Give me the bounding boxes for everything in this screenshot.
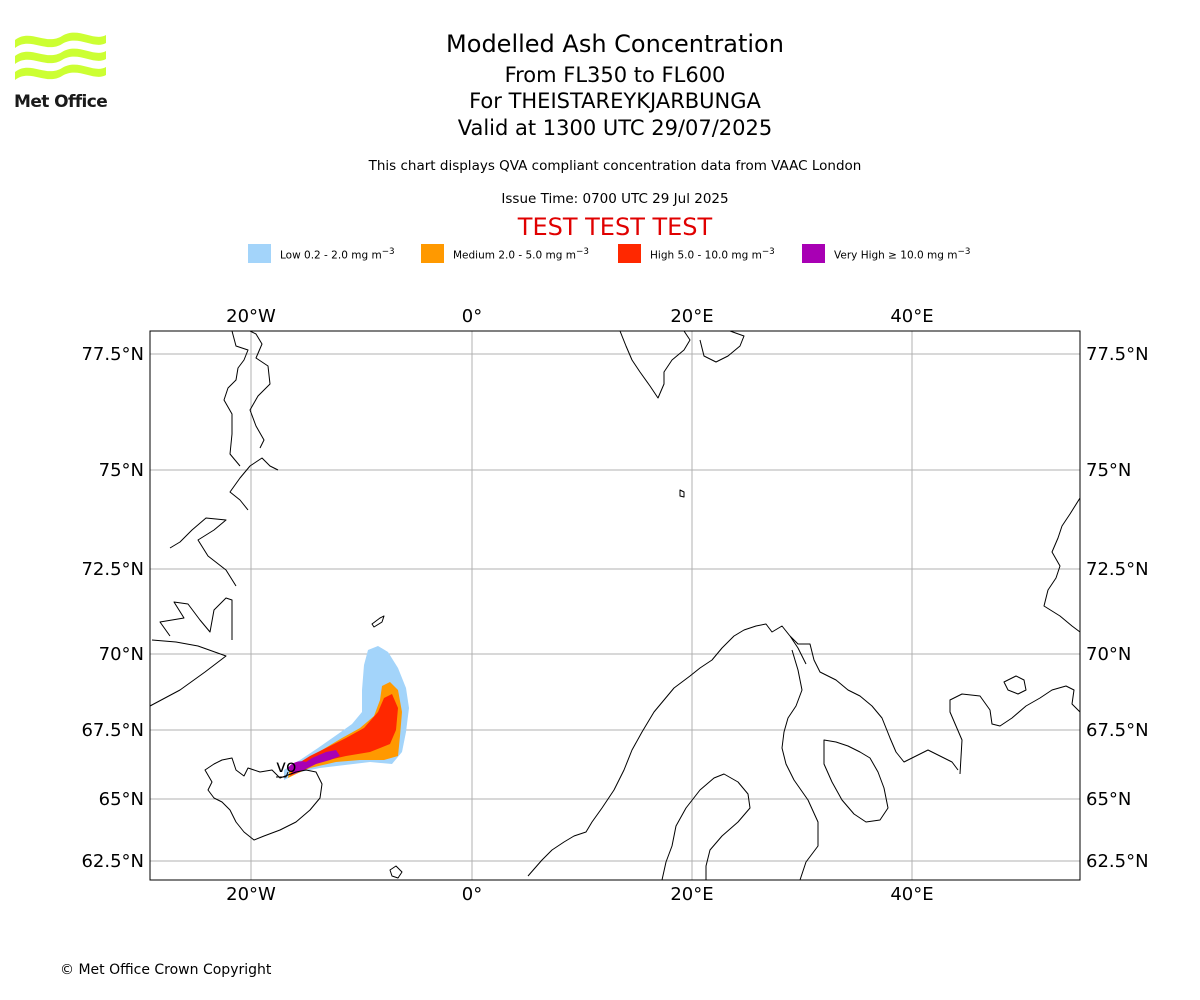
- faroe-coast: [389, 865, 403, 879]
- lat-label-left-67-5n: 67.5°N: [81, 720, 144, 741]
- lat-label-left-72-5n: 72.5°N: [81, 559, 144, 580]
- bear-island-coast: [679, 489, 685, 498]
- scandinavia-coast: [527, 497, 1080, 880]
- legend-label-very-high: Very High ≥ 10.0 mg m: [834, 249, 958, 262]
- lon-label-top-20e: 20°E: [670, 306, 713, 327]
- lon-label-top-0: 0°: [462, 306, 482, 327]
- graticule: [150, 331, 1080, 880]
- lat-label-left-77-5n: 77.5°N: [81, 344, 144, 365]
- legend-swatch-high: [618, 244, 641, 263]
- lon-label-top-40e: 40°E: [890, 306, 933, 327]
- chart-description: This chart displays QVA compliant concen…: [368, 158, 862, 174]
- chart-title: Modelled Ash Concentration: [446, 30, 784, 58]
- ash-plume: [284, 646, 409, 780]
- lon-label-bottom-0: 0°: [462, 884, 482, 905]
- legend-label-medium: Medium 2.0 - 5.0 mg m: [453, 249, 576, 262]
- legend-swatch-very-high: [802, 244, 825, 263]
- greenland-coast: [150, 331, 279, 707]
- met-office-logo: Met Office: [14, 30, 109, 112]
- issue-time: Issue Time: 0700 UTC 29 Jul 2025: [501, 191, 729, 207]
- volcano-marker-tick: [276, 771, 289, 778]
- legend-label-high: High 5.0 - 10.0 mg m: [650, 249, 762, 262]
- lat-label-right-75n: 75°N: [1086, 460, 1131, 481]
- jan-mayen-coast: [371, 615, 385, 628]
- volcano-name: For THEISTAREYKJARBUNGA: [469, 89, 761, 113]
- test-banner: TEST TEST TEST: [517, 213, 713, 241]
- lon-label-bottom-20e: 20°E: [670, 884, 713, 905]
- copyright-notice: © Met Office Crown Copyright: [60, 962, 272, 978]
- ash-high-area: [290, 694, 398, 776]
- lat-label-right-72-5n: 72.5°N: [1086, 559, 1149, 580]
- iceland-coast: [204, 757, 323, 841]
- legend-swatch-low: [248, 244, 271, 263]
- volcano-marker-label: vo: [276, 757, 296, 777]
- met-office-waves-icon: [15, 32, 106, 80]
- lon-label-bottom-40e: 40°E: [890, 884, 933, 905]
- lat-label-right-70n: 70°N: [1086, 644, 1131, 665]
- map-content: vo: [150, 331, 1080, 880]
- legend-label-low: Low 0.2 - 2.0 mg m: [280, 249, 382, 262]
- lat-label-left-65n: 65°N: [99, 789, 144, 810]
- lat-label-left-70n: 70°N: [99, 644, 144, 665]
- lat-label-left-62-5n: 62.5°N: [81, 851, 144, 872]
- lat-label-left-75n: 75°N: [99, 460, 144, 481]
- valid-time: Valid at 1300 UTC 29/07/2025: [457, 116, 773, 140]
- lon-label-top-20w: 20°W: [226, 306, 276, 327]
- lat-label-right-67-5n: 67.5°N: [1086, 720, 1149, 741]
- legend-swatch-medium: [421, 244, 444, 263]
- ash-very-high-area: [288, 750, 340, 774]
- map-frame: [149, 330, 1081, 881]
- lat-label-right-62-5n: 62.5°N: [1086, 851, 1149, 872]
- lat-label-right-77-5n: 77.5°N: [1086, 344, 1149, 365]
- coastlines: [150, 331, 1080, 880]
- lat-label-right-65n: 65°N: [1086, 789, 1131, 810]
- met-office-logo-text: Met Office: [14, 92, 108, 112]
- lon-label-bottom-20w: 20°W: [226, 884, 276, 905]
- svalbard-coast: [619, 331, 745, 399]
- flight-level-range: From FL350 to FL600: [504, 63, 726, 87]
